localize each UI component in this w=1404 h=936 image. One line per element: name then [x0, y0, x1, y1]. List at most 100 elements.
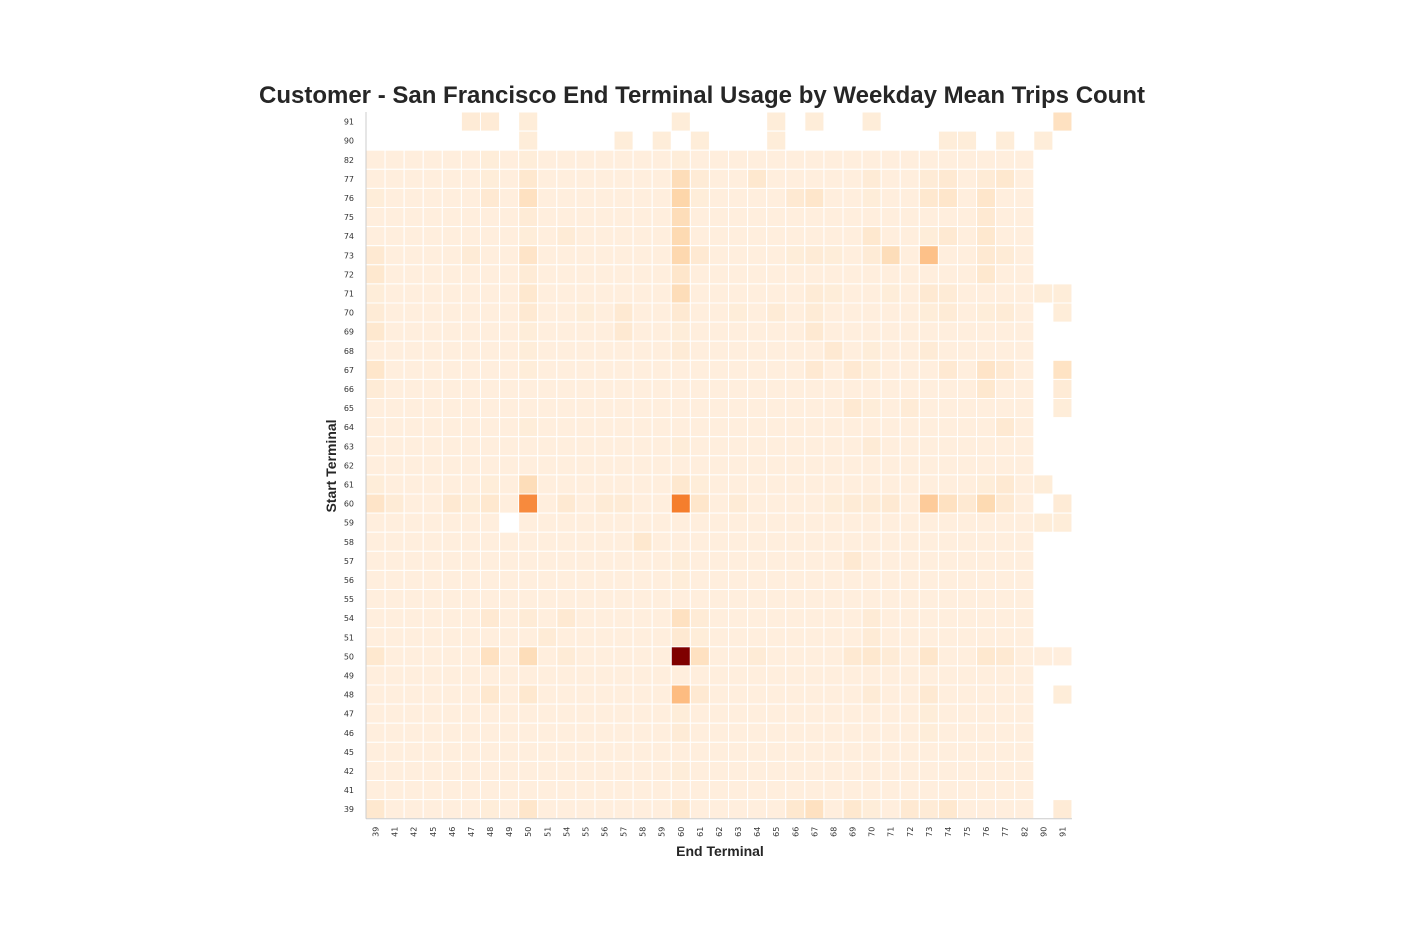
- heatmap-cell-63-62: [708, 436, 730, 457]
- heatmap-cell-63-39: [365, 436, 386, 457]
- heatmap-cell-65-70: [861, 398, 882, 419]
- heatmap-cell-75-69: [842, 207, 863, 228]
- y-tick-label: 42: [344, 767, 354, 776]
- heatmap-cell-61-64: [747, 474, 768, 495]
- heatmap-cell-42-57: [613, 760, 634, 782]
- heatmap-cell-46-54: [556, 722, 577, 743]
- heatmap-cell-82-71: [880, 149, 901, 170]
- heatmap-cell-75-61: [689, 207, 710, 228]
- heatmap-cell-63-48: [479, 436, 501, 457]
- x-axis-ticks: 39 41 42 45 46 47 48 49 50 51 54 55 56 57 58 59 60 61 62 63…: [372, 827, 1068, 837]
- heatmap-cell-58-68: [823, 531, 844, 552]
- heatmap-cell-66-49: [499, 378, 520, 399]
- y-tick-label: 74: [344, 232, 354, 241]
- heatmap-cell-76-55: [575, 187, 596, 208]
- heatmap-cell-60-62: [708, 493, 730, 514]
- heatmap-cell-42-82: [1014, 760, 1035, 782]
- heatmap-cell-77-57: [613, 168, 634, 189]
- heatmap-cell-45-77: [995, 741, 1016, 762]
- heatmap-cell-64-58: [632, 417, 653, 438]
- heatmap-cell-61-50: [518, 474, 539, 495]
- heatmap-cell-71-57: [613, 283, 634, 304]
- heatmap-cell-63-54: [556, 436, 577, 457]
- heatmap-cell-67-82: [1014, 359, 1035, 380]
- heatmap-cell-54-64: [747, 608, 768, 629]
- heatmap-cell-76-65: [766, 187, 787, 208]
- heatmap-cell-57-51: [537, 550, 558, 571]
- heatmap-cell-74-56: [594, 226, 615, 247]
- heatmap-cell-74-57: [613, 226, 634, 247]
- heatmap-cell-49-58: [632, 665, 653, 686]
- heatmap-cell-70-41: [384, 302, 405, 323]
- heatmap-cell-46-60: [670, 722, 691, 743]
- heatmap-cell-45-49: [499, 741, 520, 762]
- heatmap-cell-56-64: [747, 569, 768, 591]
- heatmap-cell-71-59: [651, 283, 672, 304]
- heatmap-cell-60-46: [441, 493, 462, 514]
- heatmap-cell-63-57: [613, 436, 634, 457]
- heatmap-cell-72-76: [976, 264, 997, 285]
- heatmap-cell-69-64: [747, 321, 768, 342]
- heatmap-cell-75-64: [747, 207, 768, 228]
- heatmap-cell-51-66: [785, 627, 806, 648]
- heatmap-cell-54-63: [728, 608, 749, 629]
- heatmap-cell-64-49: [499, 417, 520, 438]
- heatmap-cell-45-64: [747, 741, 768, 762]
- heatmap-cell-77-71: [880, 168, 901, 189]
- heatmap-cell-67-65: [766, 359, 787, 380]
- heatmap-cell-69-75: [956, 321, 978, 342]
- heatmap-cell-48-69: [842, 684, 863, 705]
- heatmap-cell-47-59: [651, 703, 672, 724]
- heatmap-cell-59-75: [956, 512, 978, 533]
- heatmap-cell-56-71: [880, 569, 901, 591]
- heatmap-cell-58-48: [479, 531, 501, 552]
- heatmap-cell-56-46: [441, 569, 462, 591]
- heatmap-cell-72-62: [708, 264, 730, 285]
- heatmap-cell-68-67: [804, 340, 825, 361]
- heatmap-cell-55-72: [899, 589, 920, 610]
- heatmap-cell-71-60: [670, 283, 691, 304]
- heatmap-cell-67-72: [899, 359, 920, 380]
- heatmap-cell-45-46: [441, 741, 462, 762]
- heatmap-cell-56-65: [766, 569, 787, 591]
- heatmap-cell-74-63: [728, 226, 749, 247]
- heatmap-cell-73-49: [499, 245, 520, 266]
- heatmap-cell-63-50: [518, 436, 539, 457]
- heatmap-cell-62-63: [728, 455, 749, 476]
- heatmap-cell-55-57: [613, 589, 634, 610]
- heatmap-cell-74-65: [766, 226, 787, 247]
- heatmap-cell-67-69: [842, 359, 863, 380]
- heatmap-cell-55-68: [823, 589, 844, 610]
- heatmap-cell-65-65: [766, 398, 787, 419]
- heatmap-cell-74-55: [575, 226, 596, 247]
- heatmap-cell-72-59: [651, 264, 672, 285]
- heatmap-cell-61-41: [384, 474, 405, 495]
- heatmap-cell-76-46: [441, 187, 462, 208]
- heatmap-cell-55-63: [728, 589, 749, 610]
- heatmap-cell-47-64: [747, 703, 768, 724]
- heatmap-cell-47-70: [861, 703, 882, 724]
- heatmap-cell-49-51: [537, 665, 558, 686]
- heatmap-cell-55-69: [842, 589, 863, 610]
- heatmap-cell-65-76: [976, 398, 997, 419]
- heatmap-cell-45-58: [632, 741, 653, 762]
- heatmap-cell-75-41: [384, 207, 405, 228]
- heatmap-cell-51-46: [441, 627, 462, 648]
- heatmap-cell-61-51: [537, 474, 558, 495]
- heatmap-cell-55-55: [575, 589, 596, 610]
- heatmap-cell-50-67: [804, 646, 825, 667]
- heatmap-cell-39-71: [880, 799, 901, 820]
- heatmap-cell-57-76: [976, 550, 997, 571]
- heatmap-cell-68-71: [880, 340, 901, 361]
- heatmap-cell-60-64: [747, 493, 768, 514]
- heatmap-cell-39-61: [689, 799, 710, 820]
- heatmap-cell-66-54: [556, 378, 577, 399]
- heatmap-cell-61-42: [403, 474, 424, 495]
- heatmap-cell-55-76: [976, 589, 997, 610]
- heatmap-cell-50-45: [422, 646, 443, 667]
- x-tick-label: 72: [906, 827, 915, 837]
- heatmap-cell-70-64: [747, 302, 768, 323]
- heatmap-cell-42-68: [823, 760, 844, 782]
- heatmap-cell-68-54: [556, 340, 577, 361]
- heatmap-cell-46-74: [937, 722, 958, 743]
